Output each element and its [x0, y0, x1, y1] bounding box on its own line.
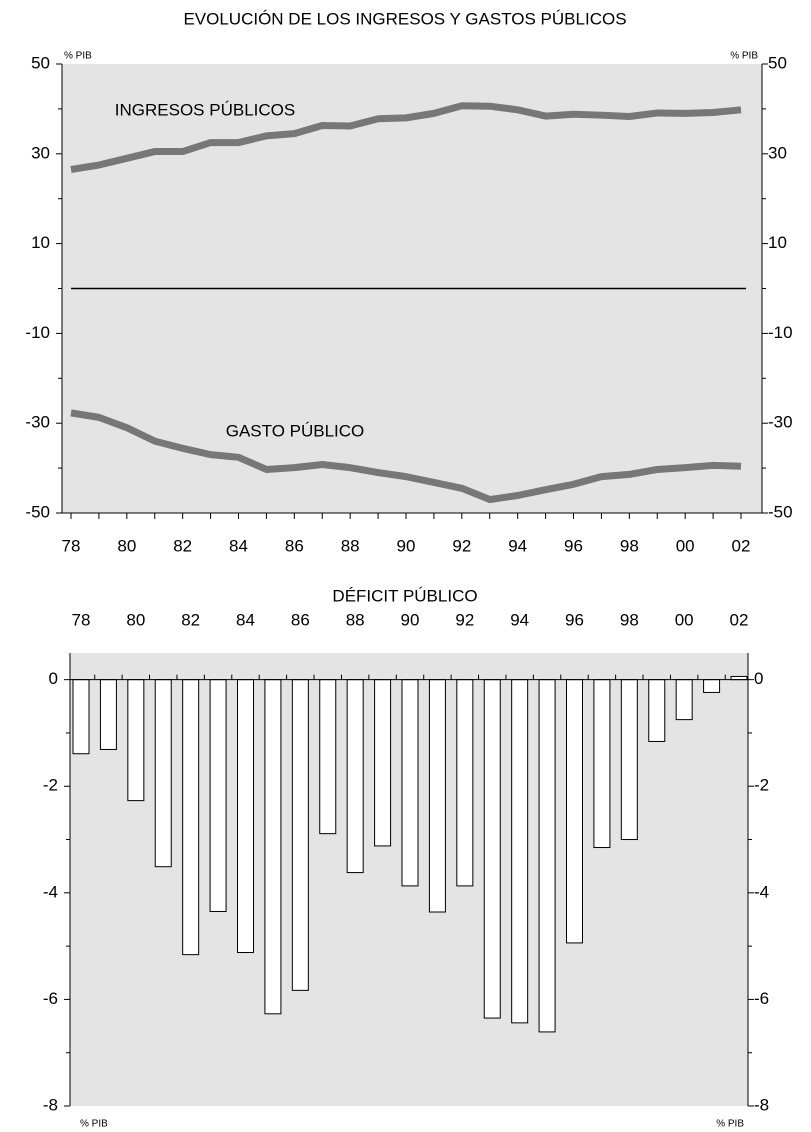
bar: [703, 679, 721, 693]
x-tick-label: 96: [565, 610, 584, 629]
chart-title: EVOLUCIÓN DE LOS INGRESOS Y GASTOS PÚBLI…: [183, 9, 626, 28]
y-tick-label: -6: [43, 989, 58, 1008]
unit-label: % PIB: [730, 51, 758, 62]
x-tick-label: 86: [291, 610, 310, 629]
x-tick-label: 94: [510, 610, 529, 629]
x-tick-label: 00: [675, 610, 694, 629]
series-label: INGRESOS PÚBLICOS: [115, 100, 295, 119]
y2-tick-label: 30: [768, 143, 787, 162]
y2-tick-label: -10: [768, 323, 793, 342]
bar: [264, 679, 282, 1015]
y2-tick-label: -50: [768, 502, 793, 521]
y2-tick-label: -30: [768, 413, 793, 432]
unit-label: % PIB: [716, 1119, 744, 1130]
bar: [209, 679, 227, 912]
x-tick-label: 80: [117, 536, 136, 555]
bar: [620, 679, 638, 841]
y2-tick-label: -6: [754, 989, 769, 1008]
bar: [648, 679, 666, 742]
x-tick-label: 98: [620, 610, 639, 629]
x-tick-label: 88: [341, 536, 360, 555]
y2-tick-label: -2: [754, 776, 769, 795]
x-tick-label: 82: [173, 536, 192, 555]
bar: [566, 679, 583, 944]
x-tick-label: 92: [455, 610, 474, 629]
bar: [182, 679, 200, 956]
bar: [511, 679, 529, 1024]
bar: [319, 679, 337, 835]
unit-label: % PIB: [80, 1119, 108, 1130]
bar: [127, 679, 145, 802]
x-tick-label: 90: [397, 536, 416, 555]
x-tick-label: 80: [126, 610, 145, 629]
x-tick-label: 78: [62, 536, 81, 555]
bar: [538, 679, 556, 1033]
y-tick-label: -30: [25, 413, 50, 432]
bar: [72, 679, 90, 755]
x-tick-label: 90: [401, 610, 420, 629]
bar: [456, 679, 474, 887]
x-tick-label: 94: [508, 536, 527, 555]
y-tick-label: -10: [25, 323, 50, 342]
x-tick-label: 00: [676, 536, 695, 555]
bar: [346, 679, 364, 874]
unit-label: % PIB: [64, 51, 92, 62]
x-tick-label: 92: [452, 536, 471, 555]
x-tick-label: 86: [285, 536, 304, 555]
x-tick-label: 98: [620, 536, 639, 555]
y2-tick-label: 10: [768, 233, 787, 252]
y-tick-label: -4: [43, 882, 58, 901]
bar: [374, 679, 392, 847]
y2-tick-label: 0: [754, 669, 763, 688]
bar: [154, 679, 172, 868]
y-tick-label: 30: [31, 143, 50, 162]
y-tick-label: -2: [43, 776, 58, 795]
x-tick-label: 78: [72, 610, 91, 629]
y-tick-label: -8: [43, 1095, 58, 1114]
bar: [483, 679, 501, 1019]
x-tick-label: 84: [229, 536, 248, 555]
x-tick-label: 02: [730, 610, 749, 629]
y2-tick-label: -8: [754, 1095, 769, 1114]
bar: [428, 679, 446, 913]
x-tick-label: 88: [346, 610, 365, 629]
y-tick-label: -50: [25, 502, 50, 521]
x-tick-label: 96: [564, 536, 583, 555]
y2-tick-label: 50: [768, 53, 787, 72]
bar: [675, 679, 693, 721]
series-line: [70, 409, 742, 504]
x-tick-label: 82: [181, 610, 200, 629]
bar: [401, 679, 419, 887]
bar: [593, 679, 611, 849]
bar: [237, 679, 254, 954]
chart-title: DÉFICIT PÚBLICO: [332, 586, 477, 605]
series-label: GASTO PÚBLICO: [226, 421, 365, 440]
x-tick-label: 84: [236, 610, 255, 629]
y2-tick-label: -4: [754, 882, 769, 901]
x-tick-label: 02: [732, 536, 751, 555]
series-line: [70, 102, 742, 173]
y-tick-label: 50: [31, 53, 50, 72]
bar: [291, 679, 309, 991]
bar: [99, 679, 117, 750]
y-tick-label: 10: [31, 233, 50, 252]
y-tick-label: 0: [49, 669, 58, 688]
